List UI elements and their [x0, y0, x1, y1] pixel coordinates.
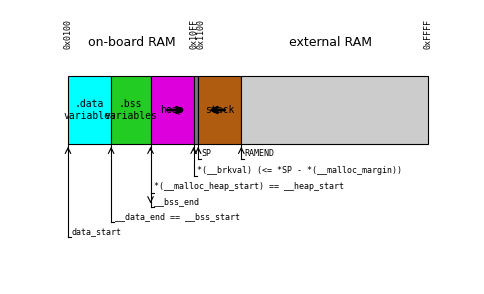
Text: on-board RAM: on-board RAM	[88, 36, 176, 49]
Text: .data
variables: .data variables	[63, 99, 116, 121]
Text: stack: stack	[205, 105, 234, 115]
Bar	[194, 76, 198, 144]
Text: __data_end == __bss_start: __data_end == __bss_start	[115, 212, 240, 221]
Bar	[68, 76, 111, 144]
Text: .bss
variables: .bss variables	[105, 99, 157, 121]
Text: *(__brkval) (<= *SP - *(__malloc_margin)): *(__brkval) (<= *SP - *(__malloc_margin)…	[197, 166, 402, 175]
Text: __bss_end: __bss_end	[154, 197, 199, 206]
Bar	[111, 76, 151, 144]
Text: RAMEND: RAMEND	[244, 148, 274, 158]
Text: heap: heap	[160, 105, 184, 115]
Bar	[151, 76, 194, 144]
Text: 0x0100: 0x0100	[63, 19, 73, 49]
Text: external RAM: external RAM	[289, 36, 372, 49]
Text: 0x10FF: 0x10FF	[189, 19, 198, 49]
Text: 0x1100: 0x1100	[197, 19, 206, 49]
Text: 0xFFFF: 0xFFFF	[424, 19, 433, 49]
Bar	[242, 76, 428, 144]
Text: *(__malloc_heap_start) == __heap_start: *(__malloc_heap_start) == __heap_start	[154, 183, 344, 191]
Text: SP: SP	[201, 148, 211, 158]
Bar	[198, 76, 242, 144]
Text: data_start: data_start	[71, 227, 121, 235]
